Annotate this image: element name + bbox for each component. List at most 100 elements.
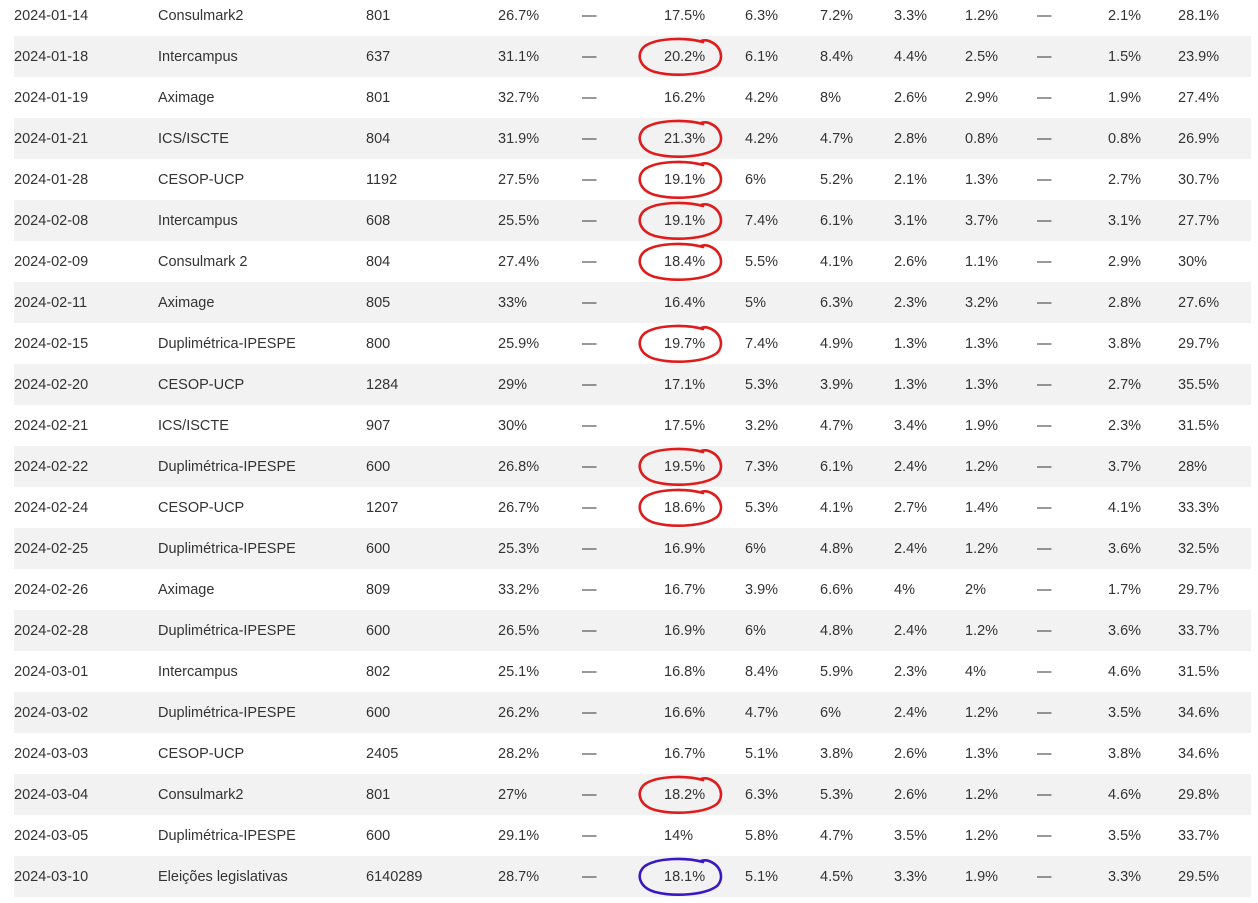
- party-10-cell: 26.9%: [1178, 118, 1251, 159]
- date-cell: 2024-01-21: [14, 118, 158, 159]
- party-1-cell: 29%: [498, 364, 580, 405]
- party-3-cell: 18.4%: [664, 253, 706, 270]
- party-10-cell: 23.9%: [1178, 36, 1251, 77]
- table-row: 2024-02-25 Duplimétrica-IPESPE 600 25.3% —16…: [14, 528, 1251, 569]
- party-4-cell: 6.3%: [745, 774, 820, 815]
- party-6-cell: 2.4%: [894, 692, 965, 733]
- party-7-cell: 1.2%: [965, 446, 1035, 487]
- date-cell: 2024-02-26: [14, 581, 89, 598]
- party-1-cell: 26.7%: [498, 7, 540, 24]
- date-cell: 2024-01-14: [14, 7, 89, 24]
- table-row: 2024-01-28 CESOP-UCP 1192 27.5% — 19.1% 6% 5.2%…: [14, 159, 1251, 200]
- party-1-cell: 27.4%: [498, 253, 540, 270]
- party-1-cell: 33%: [498, 282, 580, 323]
- party-10-cell: 28%: [1178, 446, 1251, 487]
- party-8-cell: —: [1035, 528, 1108, 569]
- date-cell: 2024-01-18: [14, 36, 158, 77]
- party-8-cell: —: [1035, 692, 1108, 733]
- party-7-cell: 1.3%: [965, 745, 999, 762]
- party-1-cell: 33.2%: [498, 581, 540, 598]
- party-8-cell: —: [1037, 335, 1052, 352]
- party-7-cell: 0.8%: [965, 118, 1035, 159]
- party-7-cell: 4%: [965, 663, 986, 680]
- party-3-cell: 16.9%: [664, 528, 745, 569]
- party-5-cell: 4.9%: [820, 335, 854, 352]
- party-4-cell: 5%: [745, 282, 820, 323]
- party-5-cell: 4.1%: [820, 499, 854, 516]
- party-10-cell: 29.7%: [1178, 335, 1220, 352]
- date-cell: 2024-03-02: [14, 692, 158, 733]
- party-7-cell: 3.7%: [965, 200, 1035, 241]
- table-row: 2024-02-24 CESOP-UCP 1207 26.7% — 18.6% 5.3% 4.…: [14, 487, 1251, 528]
- date-cell: 2024-02-22: [14, 446, 158, 487]
- party-2-cell: —: [580, 774, 664, 815]
- party-2-cell: —: [582, 7, 597, 24]
- pollster-cell: Duplimétrica-IPESPE: [158, 610, 366, 651]
- sample-size-cell: 600: [366, 446, 498, 487]
- party-6-cell: 3.3%: [894, 856, 965, 897]
- party-7-cell: 1.2%: [965, 827, 999, 844]
- table-row: 2024-02-11 Aximage 805 33% —16.4% 5% 6.3% 2.3% 3…: [14, 282, 1251, 323]
- table-row: 2024-01-14 Consulmark2 801 26.7% — 17.5% 6.3% 7…: [14, 0, 1251, 36]
- pollster-cell: Aximage: [158, 89, 215, 106]
- party-9-cell: 4.1%: [1108, 499, 1142, 516]
- party-8-cell: —: [1035, 446, 1108, 487]
- pollster-cell: Duplimétrica-IPESPE: [158, 692, 366, 733]
- party-2-cell: —: [582, 89, 597, 106]
- party-9-cell: 2.1%: [1108, 7, 1142, 24]
- party-4-cell: 5.3%: [745, 499, 779, 516]
- party-9-cell: 3.1%: [1108, 200, 1178, 241]
- party-1-cell: 28.2%: [498, 745, 540, 762]
- date-cell: 2024-02-21: [14, 417, 89, 434]
- party-9-cell: 3.5%: [1108, 692, 1178, 733]
- party-3-cell: 16.6%: [664, 692, 745, 733]
- party-6-cell: 4%: [894, 581, 915, 598]
- party-9-cell: 2.3%: [1108, 417, 1142, 434]
- pollster-cell: Eleições legislativas: [158, 856, 366, 897]
- date-cell: 2024-02-15: [14, 335, 89, 352]
- party-3-cell: 18.2%: [664, 774, 745, 815]
- party-3-cell: 19.7%: [664, 335, 706, 352]
- party-2-cell: —: [582, 499, 597, 516]
- sample-size-cell: 608: [366, 200, 498, 241]
- sample-size-cell: 801: [366, 89, 391, 106]
- party-10-cell: 33.7%: [1178, 610, 1251, 651]
- pollster-cell: Consulmark2: [158, 774, 366, 815]
- party-6-cell: 3.3%: [894, 7, 928, 24]
- party-6-cell: 2.8%: [894, 118, 965, 159]
- party-8-cell: —: [1037, 7, 1052, 24]
- table-row: 2024-03-04 Consulmark2 801 27% —18.2% 6.3% 5.3…: [14, 774, 1251, 815]
- table-row: 2024-02-21 ICS/ISCTE 907 30% — 17.5% 3.2% 4.7% 3…: [14, 405, 1251, 446]
- pollster-cell: CESOP-UCP: [158, 171, 245, 188]
- party-10-cell: 30.7%: [1178, 171, 1220, 188]
- party-3-cell: 14%: [664, 827, 694, 844]
- date-cell: 2024-03-04: [14, 774, 158, 815]
- party-9-cell: 3.8%: [1108, 335, 1142, 352]
- party-1-cell: 31.1%: [498, 36, 580, 77]
- party-7-cell: 1.9%: [965, 856, 1035, 897]
- party-4-cell: 5.3%: [745, 364, 820, 405]
- poll-results-table: 2024-01-14 Consulmark2 801 26.7% —17.5% 6.3% 7…: [14, 0, 1251, 897]
- table-row: 2024-02-09 Consulmark 2 804 27.4% — 18.4% 5.5%…: [14, 241, 1251, 282]
- table-row: 2024-01-19 Aximage 801 32.7% — 16.2% 4.2% 8% 2.6…: [14, 77, 1251, 118]
- pollster-cell: Duplimétrica-IPESPE: [158, 446, 366, 487]
- party-8-cell: —: [1037, 581, 1052, 598]
- table-row: 2024-01-18 Intercampus 637 31.1% —20.2% 6.1% 8…: [14, 36, 1251, 77]
- party-10-cell: 34.6%: [1178, 745, 1220, 762]
- party-3-cell: 19.1%: [664, 171, 706, 188]
- pollster-cell: Intercampus: [158, 200, 366, 241]
- party-7-cell: 1.3%: [965, 335, 999, 352]
- party-2-cell: —: [580, 282, 664, 323]
- party-1-cell: 28.7%: [498, 856, 580, 897]
- pollster-cell: Duplimétrica-IPESPE: [158, 827, 296, 844]
- party-4-cell: 5.1%: [745, 745, 779, 762]
- party-8-cell: —: [1035, 610, 1108, 651]
- party-3-cell: 16.2%: [664, 89, 706, 106]
- party-3-cell: 16.7%: [664, 745, 706, 762]
- party-10-cell: 33.7%: [1178, 827, 1220, 844]
- table-row: 2024-03-02 Duplimétrica-IPESPE 600 26.2% —16…: [14, 692, 1251, 733]
- party-6-cell: 3.1%: [894, 200, 965, 241]
- party-5-cell: 8%: [820, 89, 841, 106]
- party-4-cell: 7.3%: [745, 446, 820, 487]
- party-1-cell: 32.7%: [498, 89, 540, 106]
